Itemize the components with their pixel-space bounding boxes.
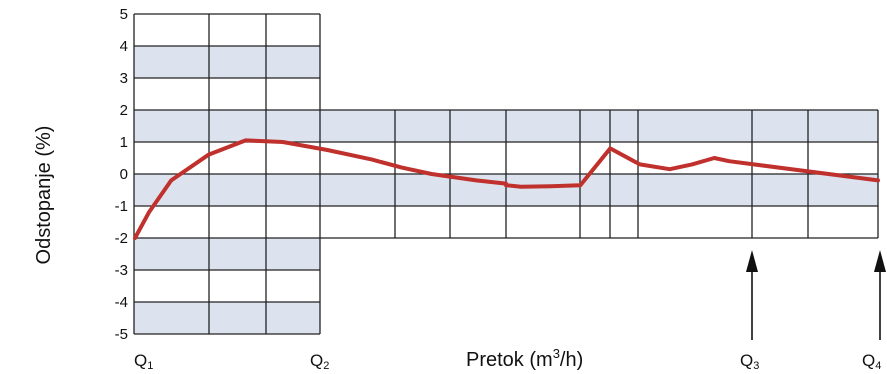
y-tick-label: -1	[115, 198, 128, 215]
y-tick-label: 1	[120, 134, 128, 151]
band-row	[134, 174, 320, 206]
band-row	[320, 110, 878, 142]
y-tick-labels: 5 4 3 2 1 0 -1 -2 -3 -4 -5	[115, 6, 128, 343]
arrow-head-icon	[874, 250, 886, 272]
band-row	[320, 174, 878, 206]
y-tick-label: 4	[120, 38, 128, 55]
flow-point-label-q2: Q2	[310, 351, 329, 372]
tolerance-bands	[134, 46, 878, 334]
y-tick-label: -3	[115, 262, 128, 279]
arrow-head-icon	[746, 250, 758, 272]
x-axis-label: Pretok (m3/h)	[466, 346, 583, 371]
deviation-curve	[133, 138, 880, 240]
q-markers	[746, 250, 886, 340]
y-tick-label: -2	[115, 230, 128, 247]
y-tick-label: 5	[120, 6, 128, 23]
y-axis-label: Odstopanje (%)	[33, 126, 55, 265]
flow-point-labels: Q1 Q2 Q3 Q4	[134, 351, 881, 372]
band-row	[134, 238, 320, 270]
band-row	[134, 302, 320, 334]
flow-point-label-q1: Q1	[134, 351, 153, 372]
chart-grid	[133, 13, 879, 335]
y-tick-label: -4	[115, 294, 128, 311]
flow-point-label-q4: Q4	[862, 351, 881, 372]
y-tick-label: 2	[120, 102, 128, 119]
y-tick-label: 3	[120, 70, 128, 87]
y-tick-label: -5	[115, 326, 128, 343]
flow-point-label-q3: Q3	[740, 351, 759, 372]
y-tick-label: 0	[120, 166, 128, 183]
band-row	[134, 46, 320, 78]
band-row	[134, 110, 320, 142]
